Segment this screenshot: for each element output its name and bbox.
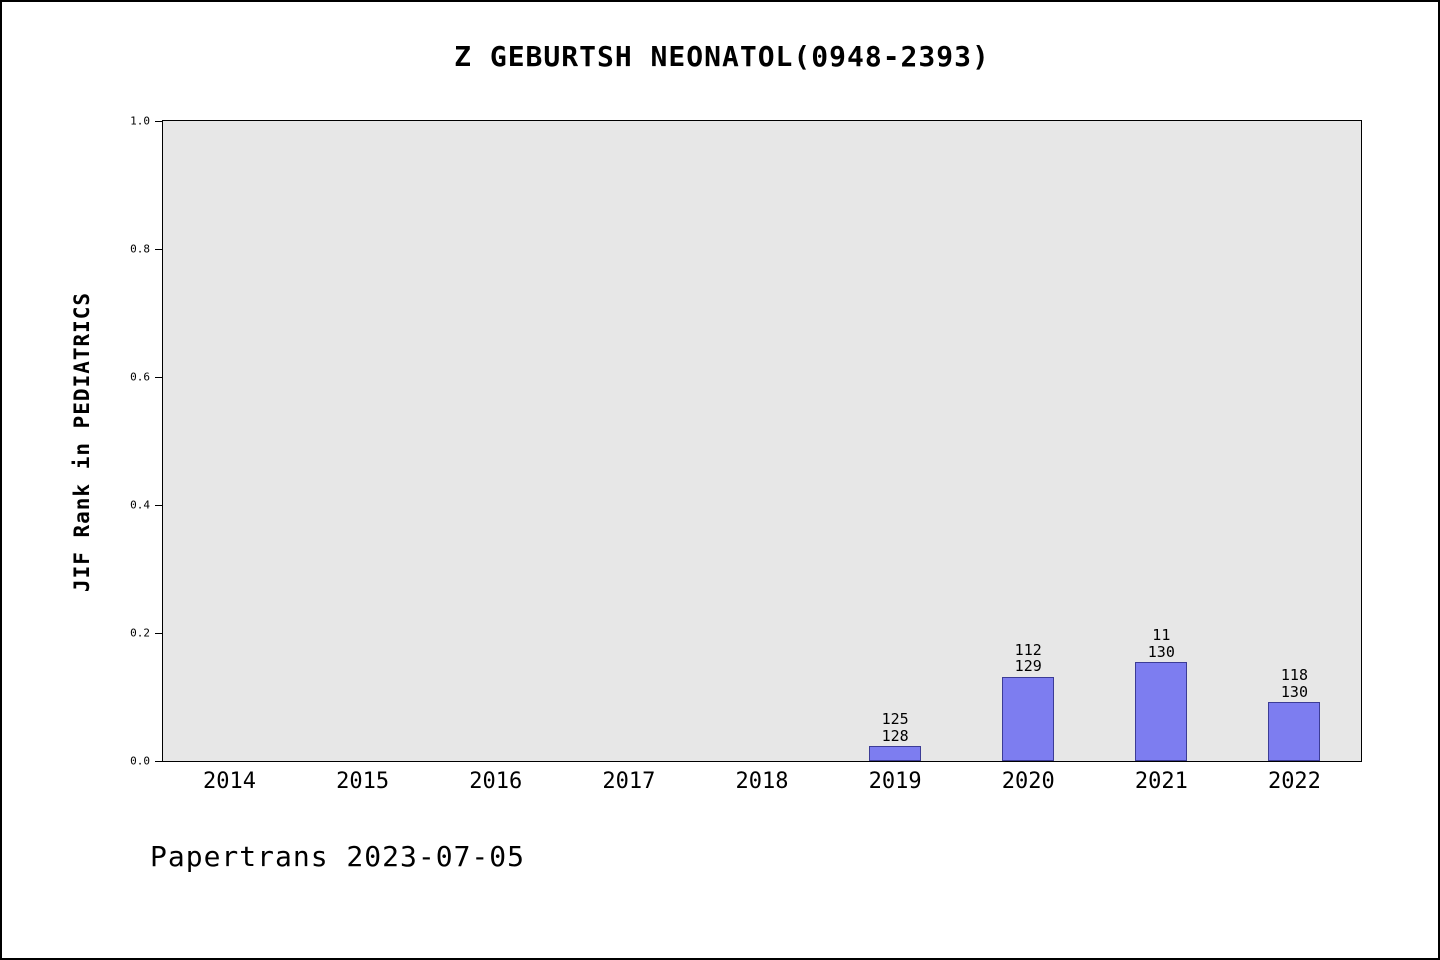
bar-2021 (1135, 662, 1188, 761)
x-tick-label: 2022 (1267, 769, 1321, 794)
bar-2020 (1002, 676, 1055, 761)
watermark-text: Papertrans 2023-07-05 (150, 840, 526, 873)
bar-value-label: 118 130 (1280, 666, 1308, 701)
y-tick-label: 0.2 (130, 626, 150, 640)
y-tick-label: 1.0 (130, 114, 150, 128)
bar-value-label: 112 129 (1014, 640, 1042, 676)
plot-area: 0.0 0.2 0.4 0.6 0.8 1.0 2014 2015 2016 2017 2018 20… (130, 115, 1362, 794)
y-tick-label: 0.4 (130, 498, 150, 512)
x-tick-label: 2014 (203, 769, 257, 794)
y-tick-label: 0.8 (130, 242, 150, 256)
bar-value-label: 125 128 (881, 710, 909, 745)
y-tick-mark (155, 377, 163, 378)
x-tick-label: 2015 (336, 769, 390, 794)
x-tick-label: 2021 (1134, 769, 1188, 794)
y-tick-label: 0.0 (130, 754, 150, 768)
y-tick-mark (155, 761, 163, 762)
y-tick-mark (155, 505, 163, 506)
y-tick-mark (155, 633, 163, 634)
bar-2019 (869, 746, 922, 761)
x-tick-label: 2016 (469, 769, 523, 794)
y-tick-label: 0.6 (130, 370, 150, 384)
bar-value-label: 11 130 (1147, 626, 1175, 661)
y-axis-label: JIF Rank in PEDIATRICS (70, 291, 94, 593)
y-tick-mark (155, 249, 163, 250)
x-tick-label: 2017 (602, 769, 656, 794)
x-tick-label: 2018 (735, 769, 789, 794)
bar-2022 (1268, 702, 1321, 761)
chart-title: Z GEBURTSH NEONATOL(0948-2393) (454, 40, 990, 73)
x-tick-label: 2020 (1001, 769, 1055, 794)
x-tick-label: 2019 (868, 769, 922, 794)
y-tick-mark (155, 121, 163, 122)
